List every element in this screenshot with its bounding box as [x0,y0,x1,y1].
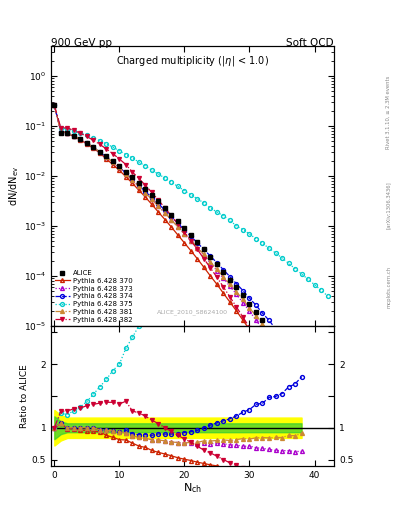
Y-axis label: dN/dN$_{\mathsf{ev}}$: dN/dN$_{\mathsf{ev}}$ [7,166,21,206]
Text: Soft QCD: Soft QCD [286,38,334,49]
Text: Charged multiplicity ($|\eta|$ < 1.0): Charged multiplicity ($|\eta|$ < 1.0) [116,54,269,69]
X-axis label: N$_{\mathsf{ch}}$: N$_{\mathsf{ch}}$ [183,481,202,495]
Text: Rivet 3.1.10, ≥ 2.3M events: Rivet 3.1.10, ≥ 2.3M events [386,76,391,150]
Legend: ALICE, Pythia 6.428 370, Pythia 6.428 373, Pythia 6.428 374, Pythia 6.428 375, P: ALICE, Pythia 6.428 370, Pythia 6.428 37… [55,270,132,323]
Text: ALICE_2010_S8624100: ALICE_2010_S8624100 [157,309,228,315]
Y-axis label: Ratio to ALICE: Ratio to ALICE [20,364,29,428]
Text: [arXiv:1306.3436]: [arXiv:1306.3436] [386,181,391,229]
Text: 900 GeV pp: 900 GeV pp [51,38,112,49]
Text: mcplots.cern.ch: mcplots.cern.ch [386,266,391,308]
